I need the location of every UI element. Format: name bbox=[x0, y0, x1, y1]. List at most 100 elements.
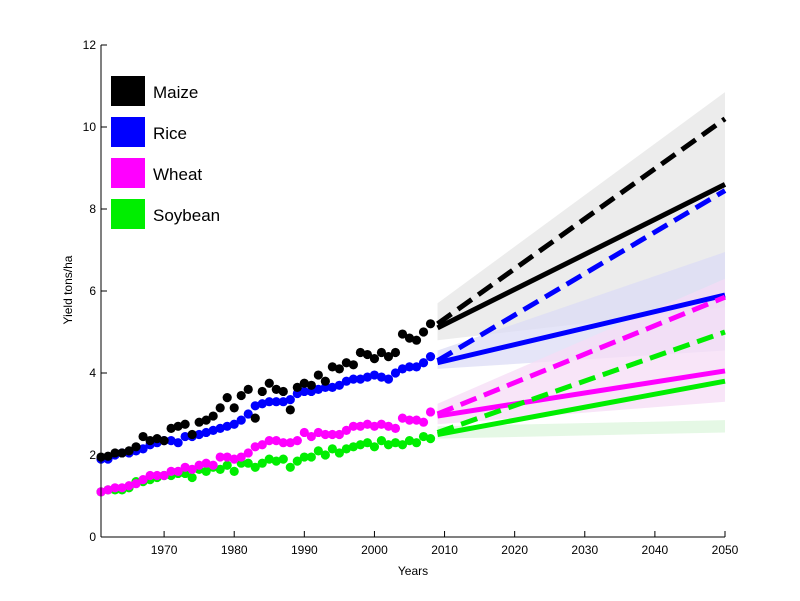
data-point-wheat bbox=[397, 413, 408, 423]
data-point-maize bbox=[334, 364, 344, 374]
data-point-wheat bbox=[236, 452, 246, 462]
legend-swatch-rice bbox=[111, 117, 145, 147]
projection-lines bbox=[436, 116, 727, 437]
data-point-maize bbox=[404, 333, 415, 343]
data-point-rice bbox=[362, 372, 373, 382]
projection-dashed-wheat bbox=[436, 294, 726, 417]
data-point-maize bbox=[264, 378, 274, 388]
data-point-wheat bbox=[404, 415, 415, 425]
data-point-maize bbox=[257, 386, 267, 397]
data-point-soybean bbox=[411, 438, 422, 448]
data-point-wheat bbox=[173, 466, 183, 476]
x-tick-label: 2020 bbox=[501, 543, 528, 557]
data-point-soybean bbox=[397, 440, 408, 450]
data-point-rice bbox=[243, 409, 253, 419]
data-point-maize bbox=[355, 347, 366, 358]
data-point-soybean bbox=[201, 466, 211, 476]
data-point-wheat bbox=[390, 423, 401, 433]
data-point-wheat bbox=[383, 421, 394, 431]
data-point-soybean bbox=[376, 436, 387, 446]
data-point-wheat bbox=[243, 448, 253, 458]
legend-label-maize: Maize bbox=[153, 83, 198, 102]
data-point-wheat bbox=[299, 427, 309, 438]
data-point-wheat bbox=[271, 436, 281, 446]
data-point-rice bbox=[180, 431, 190, 442]
data-point-soybean bbox=[229, 466, 239, 476]
data-point-maize bbox=[383, 352, 394, 362]
data-point-rice bbox=[264, 397, 274, 407]
data-point-maize bbox=[145, 436, 155, 446]
legend-label-soybean: Soybean bbox=[153, 206, 220, 225]
x-tick-label: 2030 bbox=[571, 543, 598, 557]
data-point-soybean bbox=[334, 448, 344, 458]
data-point-wheat bbox=[159, 470, 169, 481]
data-point-maize bbox=[348, 360, 359, 370]
projection-solid-maize bbox=[436, 182, 727, 331]
data-point-wheat bbox=[229, 454, 239, 464]
data-point-maize bbox=[201, 415, 211, 425]
data-point-soybean bbox=[404, 436, 415, 446]
data-point-maize bbox=[110, 448, 120, 458]
data-point-maize bbox=[215, 403, 225, 413]
legend: Maize Rice Wheat Soybean bbox=[111, 76, 220, 229]
data-point-soybean bbox=[306, 452, 316, 462]
data-point-rice bbox=[208, 425, 218, 435]
data-point-soybean bbox=[348, 442, 359, 452]
data-point-maize bbox=[103, 451, 113, 461]
data-point-wheat bbox=[264, 436, 274, 446]
data-point-rice bbox=[166, 436, 176, 446]
data-point-wheat bbox=[180, 462, 190, 472]
data-point-maize bbox=[341, 358, 351, 368]
x-tick-label: 2010 bbox=[431, 543, 458, 557]
y-tick-label: 4 bbox=[89, 366, 96, 380]
data-point-maize bbox=[313, 370, 323, 380]
data-point-maize bbox=[208, 411, 218, 421]
data-point-wheat bbox=[117, 483, 127, 493]
data-point-rice bbox=[257, 399, 267, 409]
data-point-wheat bbox=[201, 458, 211, 468]
projection-dashed-soybean bbox=[436, 329, 726, 435]
data-point-maize bbox=[285, 405, 295, 415]
data-point-maize bbox=[411, 335, 422, 345]
data-point-rice bbox=[348, 374, 359, 384]
confidence-bands bbox=[437, 92, 725, 439]
data-point-rice bbox=[222, 421, 232, 431]
data-point-wheat bbox=[306, 431, 316, 442]
data-point-maize bbox=[243, 384, 253, 394]
data-point-rice bbox=[404, 362, 415, 372]
data-point-wheat bbox=[131, 479, 141, 489]
data-point-rice bbox=[383, 374, 394, 384]
data-point-wheat bbox=[124, 481, 134, 491]
data-point-wheat bbox=[313, 427, 323, 438]
data-point-rice bbox=[194, 429, 204, 440]
x-tick-label: 2000 bbox=[361, 543, 388, 557]
data-point-wheat bbox=[355, 421, 366, 431]
data-point-wheat bbox=[250, 442, 260, 452]
data-point-wheat bbox=[257, 440, 267, 450]
data-point-rice bbox=[376, 372, 387, 382]
data-point-rice bbox=[390, 368, 401, 378]
y-axis-title: Yield tons/ha bbox=[61, 255, 75, 324]
y-tick-label: 12 bbox=[83, 38, 97, 52]
data-point-wheat bbox=[278, 438, 288, 448]
data-point-rice bbox=[138, 444, 148, 454]
y-tick-label: 8 bbox=[89, 202, 96, 216]
data-point-wheat bbox=[187, 464, 197, 474]
data-point-soybean bbox=[320, 450, 330, 460]
band-soybean bbox=[437, 420, 725, 439]
projection-solid-rice bbox=[436, 292, 726, 366]
data-point-soybean bbox=[390, 438, 401, 448]
data-point-soybean bbox=[264, 454, 274, 464]
legend-label-rice: Rice bbox=[153, 124, 187, 143]
data-point-soybean bbox=[292, 456, 302, 466]
data-point-maize bbox=[138, 431, 148, 442]
observed-points bbox=[96, 319, 436, 497]
data-point-maize bbox=[131, 442, 141, 452]
data-point-maize bbox=[222, 393, 232, 403]
legend-label-wheat: Wheat bbox=[153, 165, 202, 184]
data-point-wheat bbox=[292, 436, 302, 446]
projection-dashed-rice bbox=[436, 188, 727, 363]
data-point-maize bbox=[306, 380, 316, 390]
data-point-wheat bbox=[369, 421, 380, 431]
data-point-wheat bbox=[208, 460, 218, 470]
